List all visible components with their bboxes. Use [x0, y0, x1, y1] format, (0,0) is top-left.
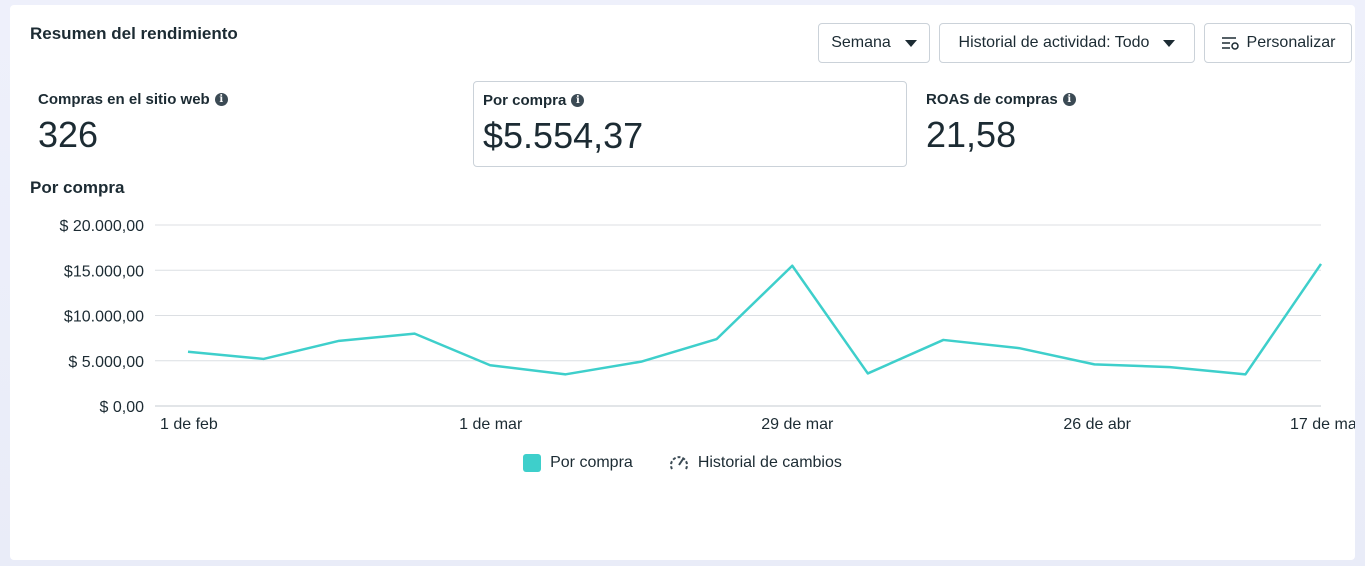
legend-label: Historial de cambios [697, 454, 842, 471]
customize-label: Personalizar [1246, 34, 1336, 51]
y-tick-label: $15.000,00 [64, 263, 144, 280]
chevron-down-icon [1163, 39, 1176, 47]
settings-sliders-icon [1221, 37, 1239, 50]
data-point[interactable] [333, 335, 345, 347]
activity-history-label: Historial de actividad: Todo [958, 34, 1150, 51]
y-tick-label: $10.000,00 [64, 309, 144, 326]
data-point[interactable] [711, 333, 723, 345]
data-point[interactable] [1088, 358, 1100, 370]
metric-label: ROAS de compras [926, 91, 1058, 108]
data-point[interactable] [258, 353, 270, 365]
data-point[interactable] [182, 346, 194, 358]
data-point[interactable] [1239, 368, 1251, 380]
metric-value: $5.554,37 [483, 115, 644, 156]
metric-value: 21,58 [926, 114, 1017, 155]
metric-value: 326 [38, 114, 99, 155]
week-dropdown-label: Semana [831, 34, 891, 51]
data-point[interactable] [484, 359, 496, 371]
legend-swatch [523, 454, 542, 472]
metric-label: Por compra [483, 92, 567, 109]
data-point[interactable] [560, 368, 572, 380]
customize-button[interactable]: Personalizar [1204, 23, 1352, 63]
data-point[interactable] [862, 367, 874, 379]
metric-purchase-roas[interactable]: ROAS de compras i 21,58 [917, 81, 1351, 167]
gauge-icon [669, 456, 688, 470]
y-tick-label: $ 20.000,00 [59, 218, 144, 235]
card-title: Resumen del rendimiento [30, 24, 238, 43]
series-line-per-purchase[interactable] [187, 263, 1323, 376]
info-icon[interactable]: i [571, 94, 585, 107]
activity-history-dropdown[interactable]: Historial de actividad: Todo [939, 23, 1195, 63]
x-tick-label: 1 de feb [160, 416, 218, 433]
metric-website-purchases[interactable]: Compras en el sitio web i 326 [29, 81, 463, 167]
data-point[interactable] [937, 334, 949, 346]
legend-item-change-history[interactable]: Historial de cambios [669, 454, 842, 472]
x-tick-label: 29 de mar [761, 416, 834, 433]
x-tick-label: 1 de mar [459, 416, 523, 433]
chart-legend: Por compra Historial de cambios [10, 454, 1355, 472]
y-tick-label: $ 0,00 [100, 399, 145, 416]
line-chart: $ 0,00 $ 5.000,00 $10.000,00 $15.000,00 $ 20… [59, 218, 1355, 433]
y-tick-label: $ 5.000,00 [68, 354, 144, 371]
data-point[interactable] [1315, 258, 1327, 270]
data-point[interactable] [1164, 361, 1176, 373]
legend-item-per-purchase[interactable]: Por compra [523, 454, 633, 472]
data-point[interactable] [1013, 342, 1025, 354]
week-dropdown[interactable]: Semana [818, 23, 930, 63]
legend-label: Por compra [550, 454, 633, 471]
x-tick-label: 26 de abr [1063, 416, 1131, 433]
info-icon[interactable]: i [1062, 93, 1076, 106]
chart-title: Por compra [30, 178, 125, 197]
performance-card: Resumen del rendimiento Semana Historial… [10, 5, 1355, 560]
chevron-down-icon [904, 39, 917, 47]
x-tick-label: 17 de may [1290, 416, 1355, 433]
info-icon[interactable]: i [214, 93, 228, 106]
metric-label: Compras en el sitio web [38, 91, 210, 108]
metric-per-purchase[interactable]: Por compra i $5.554,37 [473, 81, 907, 167]
data-point[interactable] [409, 328, 421, 340]
data-point[interactable] [786, 260, 798, 272]
data-point[interactable] [635, 356, 647, 368]
